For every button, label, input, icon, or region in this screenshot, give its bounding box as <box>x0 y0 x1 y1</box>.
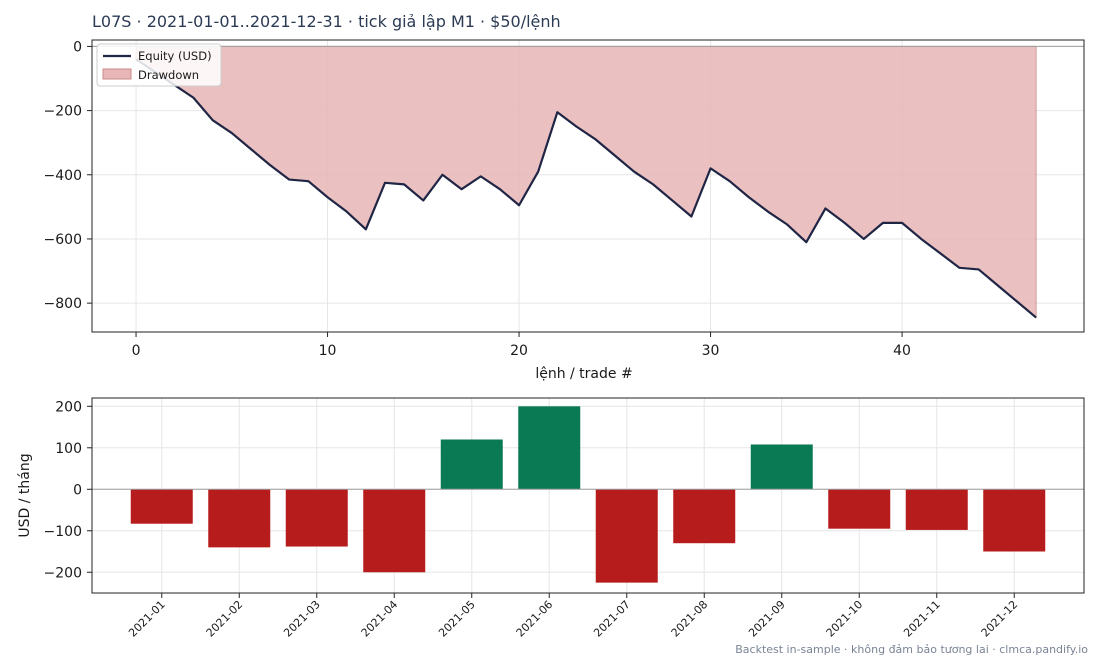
bar-plot-frame <box>91 397 1085 594</box>
legend-label-drawdown: Drawdown <box>138 68 199 82</box>
y-axis-title: USD / tháng <box>17 453 33 537</box>
equity-chart: 0 10 20 30 40 0 −200 −400 −600 −800 lệnh / trade #… <box>44 39 1085 382</box>
x-tick-label: 10 <box>319 343 337 359</box>
y-tick-label: 0 <box>73 39 82 55</box>
y-tick-label: 100 <box>55 441 82 457</box>
bar-2021-04 <box>363 489 426 573</box>
y-tick-label: −100 <box>44 524 82 540</box>
chart-title: L07S · 2021-01-01..2021-12-31 · tick giả… <box>92 12 561 31</box>
bar-2021-12 <box>983 489 1046 552</box>
x-tick-label: 2021-01 <box>126 598 168 640</box>
y-tick-label: 0 <box>73 482 82 498</box>
equity-plot-frame <box>91 39 1085 333</box>
equity-legend: Equity (USD) Drawdown <box>96 43 222 87</box>
footer-disclaimer: Backtest in-sample · không đảm bảo tương… <box>735 643 1088 656</box>
x-tick-label: 2021-03 <box>281 598 323 640</box>
x-tick-label: 2021-09 <box>746 598 788 640</box>
x-tick-label: 20 <box>510 343 528 359</box>
bar-2021-08 <box>673 489 736 544</box>
legend-label-equity: Equity (USD) <box>138 49 212 63</box>
x-tick-label: 2021-11 <box>901 598 943 640</box>
x-tick-label: 2021-06 <box>514 598 556 640</box>
bar-2021-02 <box>208 489 271 548</box>
bar-2021-07 <box>595 489 658 583</box>
bar-2021-03 <box>285 489 348 547</box>
bar-2021-10 <box>828 489 891 529</box>
y-tick-label: −400 <box>44 168 82 184</box>
x-tick-label: 30 <box>702 343 720 359</box>
bar-2021-05 <box>440 439 503 490</box>
x-tick-label: 2021-05 <box>436 598 478 640</box>
monthly-bar-chart: 200 100 0 −100 −200 2021-01 2021-02 2021-03 2021… <box>17 397 1085 640</box>
bar-2021-01 <box>130 489 193 524</box>
x-tick-label: 0 <box>132 343 141 359</box>
bar-2021-11 <box>905 489 968 530</box>
y-tick-label: 200 <box>55 399 82 415</box>
x-tick-label: 2021-02 <box>204 598 246 640</box>
y-tick-label: −600 <box>44 232 82 248</box>
y-tick-label: −800 <box>44 296 82 312</box>
x-tick-label: 2021-04 <box>359 598 401 640</box>
bar-2021-09 <box>750 444 813 490</box>
x-axis-title: lệnh / trade # <box>535 366 632 382</box>
x-tick-label: 2021-08 <box>669 598 711 640</box>
x-tick-label: 2021-12 <box>979 598 1021 640</box>
bar-2021-06 <box>518 406 581 490</box>
x-tick-label: 40 <box>893 343 911 359</box>
y-tick-label: −200 <box>44 104 82 120</box>
x-tick-label: 2021-10 <box>824 598 866 640</box>
equity-line <box>135 58 1037 319</box>
x-tick-label: 2021-07 <box>591 598 633 640</box>
drawdown-area <box>135 45 1037 319</box>
legend-swatch-drawdown <box>102 68 132 80</box>
y-tick-label: −200 <box>44 565 82 581</box>
